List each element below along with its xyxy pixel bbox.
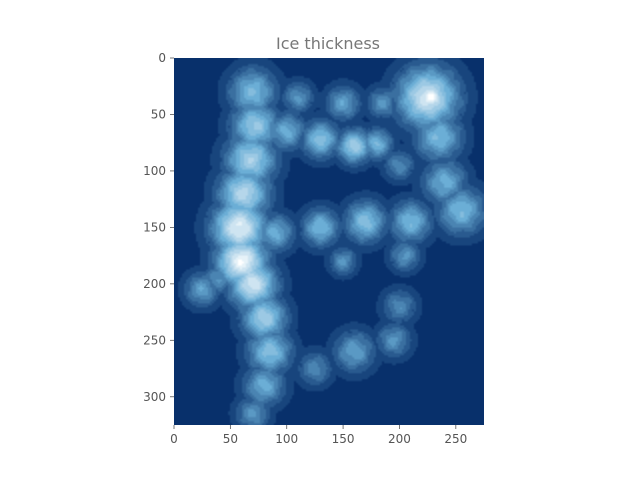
chart-title: Ice thickness xyxy=(276,34,380,53)
y-tick-label: 200 xyxy=(143,277,166,291)
x-tick-label: 150 xyxy=(332,432,355,446)
y-tick-label: 0 xyxy=(158,51,166,65)
y-tick-label: 150 xyxy=(143,220,166,234)
y-axis: 0 50 100 150 200 250 300 xyxy=(143,51,174,404)
ice-thickness-heatmap xyxy=(174,58,484,425)
x-tick-label: 250 xyxy=(444,432,467,446)
x-axis: 0 50 100 150 200 250 xyxy=(170,425,467,446)
y-tick-label: 50 xyxy=(151,107,166,121)
x-tick-label: 50 xyxy=(223,432,238,446)
y-tick-label: 100 xyxy=(143,164,166,178)
y-tick-label: 300 xyxy=(143,390,166,404)
x-tick-label: 200 xyxy=(388,432,411,446)
plot-area xyxy=(174,58,484,425)
x-tick-label: 0 xyxy=(170,432,178,446)
x-tick-label: 100 xyxy=(275,432,298,446)
y-tick-label: 250 xyxy=(143,333,166,347)
